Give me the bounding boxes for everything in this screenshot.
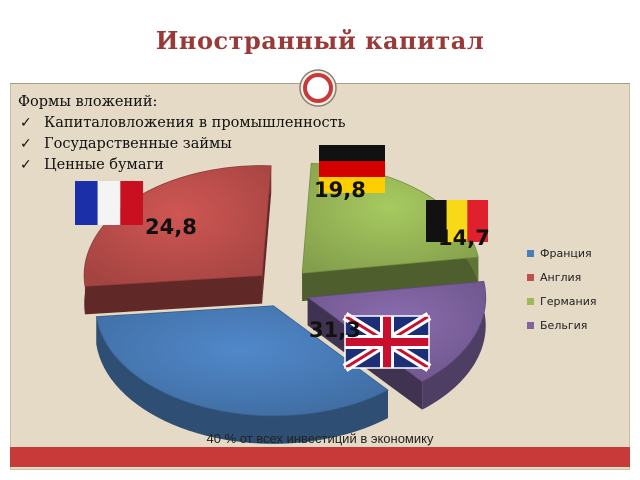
checkmark-icon: ✓ bbox=[20, 157, 32, 173]
checkmark-icon: ✓ bbox=[20, 136, 32, 152]
pie-slice-0 bbox=[95, 305, 389, 444]
list-item-label: Капиталовложения в промышленность bbox=[44, 115, 346, 131]
legend-label: Бельгия bbox=[540, 318, 588, 332]
investment-forms: Формы вложений: ✓ Капиталовложения в пром… bbox=[18, 92, 346, 176]
data-label: 31,3 bbox=[309, 318, 361, 342]
legend-label: Франция bbox=[540, 246, 592, 260]
legend-swatch bbox=[527, 321, 534, 329]
list-item-label: Государственные займы bbox=[44, 136, 232, 152]
legend-item: Франция bbox=[527, 241, 596, 265]
slice-wall bbox=[84, 275, 263, 315]
checkmark-icon: ✓ bbox=[20, 115, 32, 131]
chart-legend: Франция Англия Германия Бельгия bbox=[527, 241, 596, 337]
legend-label: Англия bbox=[540, 270, 582, 284]
united-kingdom-flag bbox=[342, 312, 432, 372]
germany-flag bbox=[319, 145, 385, 193]
france-flag bbox=[75, 181, 143, 225]
data-label: 14,7 bbox=[438, 226, 490, 250]
list-item: ✓ Государственные займы bbox=[18, 134, 346, 155]
legend-swatch bbox=[527, 273, 534, 281]
list-item: ✓ Ценные бумаги bbox=[18, 155, 346, 176]
legend-item: Бельгия bbox=[527, 313, 596, 337]
legend-swatch bbox=[527, 249, 534, 257]
slice-top bbox=[95, 305, 389, 417]
forms-heading: Формы вложений: bbox=[18, 94, 158, 110]
chart-caption: 40 % от всех инвестиций в экономику bbox=[206, 431, 434, 446]
list-item: ✓ Капиталовложения в промышленность bbox=[18, 113, 346, 134]
slice-wall bbox=[262, 165, 272, 304]
belgium-flag bbox=[426, 200, 488, 242]
bottom-bar bbox=[10, 447, 630, 467]
forms-list: ✓ Капиталовложения в промышленность ✓ Госу… bbox=[18, 113, 346, 176]
legend-item: Англия bbox=[527, 265, 596, 289]
slice-side bbox=[96, 316, 388, 444]
slide-title: Иностранный капитал bbox=[155, 26, 485, 55]
ring-ornament-icon bbox=[299, 69, 337, 107]
list-item-label: Ценные бумаги bbox=[44, 157, 164, 173]
slice-side bbox=[422, 281, 486, 410]
data-label: 24,8 bbox=[145, 215, 197, 239]
slice-wall bbox=[302, 257, 479, 302]
legend-item: Германия bbox=[527, 289, 596, 313]
legend-swatch bbox=[527, 297, 534, 305]
data-label: 19,8 bbox=[314, 178, 366, 202]
legend-label: Германия bbox=[540, 294, 597, 308]
